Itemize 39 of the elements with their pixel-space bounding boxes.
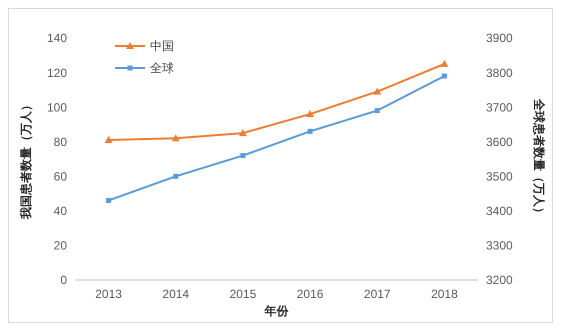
x-tick-label: 2018 (431, 287, 458, 301)
y-tick-label: 140 (46, 31, 68, 46)
y2-tick-label: 3900 (486, 31, 514, 46)
x-tick-label: 2014 (162, 287, 190, 301)
point (442, 74, 447, 79)
x-axis-title: 年份 (264, 304, 290, 318)
y2-tick-label: 3600 (486, 134, 514, 149)
y2-tick-label: 3200 (486, 273, 514, 288)
point (306, 110, 314, 118)
point (374, 108, 380, 114)
y-tick-label: 20 (54, 238, 68, 253)
y2-tick-label: 3800 (486, 66, 514, 80)
x-tick-label: 2017 (364, 287, 391, 301)
x-tick-label: 2016 (296, 287, 324, 301)
y-tick-label: 0 (60, 273, 68, 288)
legend-label: 中国 (150, 39, 174, 54)
legend-label: 全球 (150, 61, 174, 76)
point (104, 136, 113, 143)
y2-axis-title: 全球患者数量（万人） (532, 98, 546, 219)
y-tick-label: 80 (54, 134, 68, 149)
y-tick-label: 120 (46, 66, 68, 80)
point (172, 134, 180, 142)
point (440, 60, 448, 67)
x-tick-label: 2015 (230, 287, 257, 301)
y2-tick-label: 3300 (486, 238, 514, 253)
y2-tick-label: 3400 (486, 204, 514, 218)
point (173, 174, 178, 179)
y2-tick-label: 3700 (486, 100, 514, 114)
point (373, 88, 382, 95)
y-tick-label: 100 (46, 100, 68, 114)
x-tick-label: 2013 (95, 287, 122, 301)
y2-tick-label: 3500 (486, 169, 514, 184)
y-tick-label: 40 (54, 204, 68, 218)
y-axis-title: 我国患者数量（万人） (19, 99, 33, 220)
point (308, 128, 313, 134)
point (240, 153, 246, 158)
y-tick-label: 60 (54, 169, 68, 184)
point (106, 198, 112, 203)
point (238, 129, 247, 136)
